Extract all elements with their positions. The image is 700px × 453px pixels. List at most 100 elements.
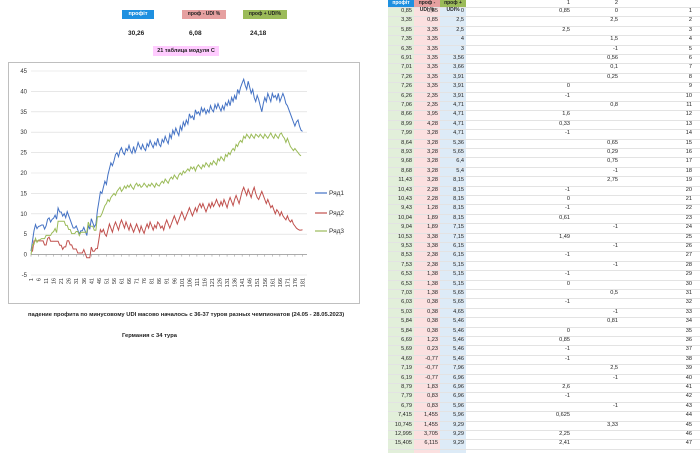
- table-cell[interactable]: 3,28: [427, 130, 438, 137]
- table-cell[interactable]: [466, 261, 572, 270]
- table-cell[interactable]: 11: [686, 102, 692, 108]
- table-cell[interactable]: 5: [688, 45, 692, 52]
- table-cell[interactable]: 6,69: [401, 337, 412, 343]
- table-cell[interactable]: 36: [685, 337, 692, 343]
- table-cell[interactable]: 16: [685, 149, 692, 155]
- table-cell[interactable]: 2,38: [427, 261, 438, 268]
- table-cell[interactable]: 31: [685, 290, 692, 296]
- table-cell[interactable]: [466, 176, 572, 185]
- table-cell[interactable]: -1: [565, 271, 570, 278]
- table-cell[interactable]: 42: [685, 393, 692, 400]
- table-cell[interactable]: 3,28: [427, 149, 438, 155]
- table-cell[interactable]: 7,19: [401, 365, 412, 372]
- table-cell[interactable]: -1: [613, 402, 618, 409]
- table-cell[interactable]: -1: [565, 346, 570, 353]
- table-cell[interactable]: 45: [685, 421, 692, 428]
- table-cell[interactable]: [572, 336, 620, 345]
- table-cell[interactable]: 0,85: [427, 8, 438, 14]
- table-cell[interactable]: 15: [685, 139, 692, 146]
- table-cell[interactable]: 8,79: [401, 384, 412, 390]
- table-cell[interactable]: 3,28: [427, 158, 438, 165]
- table-cell[interactable]: 38: [685, 355, 692, 362]
- table-cell[interactable]: 2,5: [456, 17, 464, 24]
- table-cell[interactable]: 29: [685, 271, 692, 278]
- table-cell[interactable]: 1,49: [559, 233, 570, 240]
- table-cell[interactable]: [466, 45, 572, 54]
- table-cell[interactable]: -1: [613, 374, 618, 381]
- table-cell[interactable]: 6,15: [453, 252, 464, 259]
- table-cell[interactable]: 3,35: [427, 83, 438, 90]
- table-cell[interactable]: [466, 139, 572, 148]
- table-cell[interactable]: 2,41: [559, 440, 570, 447]
- table-cell[interactable]: 3,35: [427, 73, 438, 80]
- table-cell[interactable]: 2,28: [427, 186, 438, 193]
- table-cell[interactable]: [572, 92, 620, 101]
- table-cell[interactable]: 1,5: [610, 36, 618, 43]
- table-cell[interactable]: [572, 251, 620, 260]
- table-cell[interactable]: 4: [460, 36, 464, 43]
- table-cell[interactable]: 0,1: [610, 64, 618, 71]
- table-cell[interactable]: 9,29: [453, 440, 464, 447]
- table-cell[interactable]: [572, 129, 620, 138]
- table-cell[interactable]: [572, 392, 620, 401]
- table-cell[interactable]: 12,995: [394, 431, 412, 437]
- table-cell[interactable]: 4,71: [453, 111, 464, 118]
- table-cell[interactable]: 3,66: [453, 64, 464, 71]
- table-cell[interactable]: 5,46: [453, 346, 464, 353]
- table-cell[interactable]: 0,23: [427, 346, 438, 353]
- table-cell[interactable]: -1: [565, 393, 570, 400]
- table-cell[interactable]: 7,35: [401, 36, 412, 43]
- table-cell[interactable]: 8: [688, 73, 692, 80]
- table-cell[interactable]: 6,53: [401, 271, 412, 278]
- table-cell[interactable]: 3,35: [427, 45, 438, 52]
- table-cell[interactable]: [466, 157, 572, 166]
- table-cell[interactable]: 10,43: [398, 196, 412, 202]
- table-cell[interactable]: 3,38: [427, 233, 438, 240]
- table-cell[interactable]: -0,77: [425, 365, 438, 372]
- table-cell[interactable]: 0,5: [610, 290, 618, 296]
- table-cell[interactable]: [466, 289, 572, 298]
- table-cell[interactable]: [466, 63, 572, 72]
- table-cell[interactable]: 7,99: [401, 130, 412, 137]
- table-cell[interactable]: 3,28: [427, 167, 438, 174]
- table-cell[interactable]: [572, 355, 620, 364]
- table-cell[interactable]: 8,15: [453, 177, 464, 184]
- table-cell[interactable]: 44: [685, 412, 692, 419]
- table-cell[interactable]: [466, 101, 572, 110]
- table-cell[interactable]: 9: [688, 83, 692, 90]
- table-cell[interactable]: -1: [613, 45, 618, 52]
- table-cell[interactable]: 0,38: [427, 327, 438, 334]
- table-cell[interactable]: [572, 411, 620, 420]
- table-cell[interactable]: 24: [685, 224, 692, 231]
- table-cell[interactable]: [466, 421, 572, 430]
- table-cell[interactable]: 2,25: [559, 431, 570, 437]
- table-cell[interactable]: 10,04: [398, 214, 412, 221]
- table-cell[interactable]: 0: [566, 280, 570, 287]
- table-cell[interactable]: 0: [614, 8, 618, 14]
- table-cell[interactable]: 12: [685, 111, 692, 118]
- table-cell[interactable]: 1,38: [427, 271, 438, 278]
- table-cell[interactable]: 28: [685, 261, 692, 268]
- table-cell[interactable]: 13: [685, 120, 692, 127]
- table-cell[interactable]: [466, 73, 572, 82]
- table-cell[interactable]: 8,15: [453, 205, 464, 212]
- table-cell[interactable]: 18: [685, 167, 692, 174]
- table-cell[interactable]: 2,35: [427, 102, 438, 108]
- table-cell[interactable]: 0,85: [427, 17, 438, 24]
- table-cell[interactable]: 2,5: [610, 17, 618, 24]
- table-cell[interactable]: 5,96: [453, 412, 464, 419]
- table-cell[interactable]: 10: [685, 92, 692, 99]
- table-cell[interactable]: [572, 204, 620, 213]
- table-cell[interactable]: 4,65: [453, 308, 464, 315]
- table-cell[interactable]: 34: [685, 318, 692, 325]
- table-cell[interactable]: 4,69: [401, 355, 412, 362]
- table-cell[interactable]: 8,68: [401, 167, 412, 174]
- table-cell[interactable]: -1: [613, 167, 618, 174]
- table-cell[interactable]: 7,01: [401, 64, 412, 71]
- table-cell[interactable]: 7,06: [401, 102, 412, 108]
- table-cell[interactable]: 5,36: [453, 139, 464, 146]
- table-cell[interactable]: 5,65: [453, 299, 464, 306]
- table-cell[interactable]: 9,68: [401, 158, 412, 165]
- table-cell[interactable]: 2,38: [427, 252, 438, 259]
- table-cell[interactable]: [466, 35, 572, 44]
